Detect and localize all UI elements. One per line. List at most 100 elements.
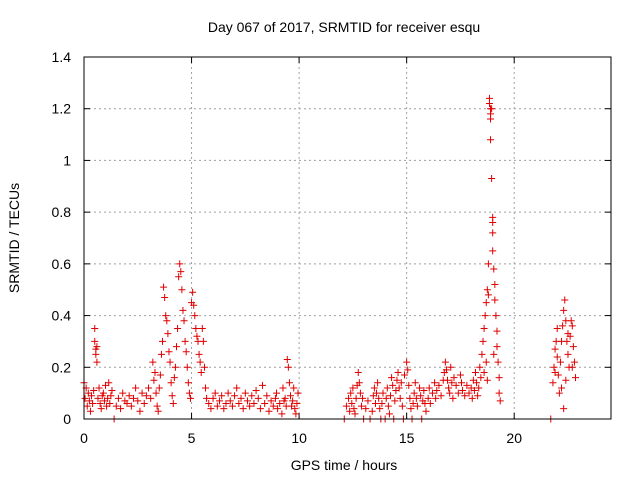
- data-point: [559, 322, 567, 330]
- y-tick-label: 0: [63, 411, 71, 427]
- data-point: [293, 399, 301, 407]
- data-point: [91, 337, 99, 345]
- x-tick-label: 15: [399, 430, 415, 446]
- data-point: [378, 399, 386, 407]
- data-point: [562, 376, 570, 384]
- data-point: [352, 394, 360, 402]
- data-point: [83, 402, 91, 410]
- data-point: [435, 381, 443, 389]
- data-point: [489, 218, 497, 226]
- data-point: [442, 366, 450, 374]
- data-point: [397, 379, 405, 387]
- data-point: [284, 363, 292, 371]
- data-point: [241, 389, 249, 397]
- data-point: [406, 394, 414, 402]
- data-point: [166, 358, 174, 366]
- data-point: [198, 325, 206, 332]
- data-point: [409, 399, 417, 407]
- data-point: [200, 363, 208, 371]
- data-point: [283, 356, 291, 364]
- data-point: [211, 389, 219, 397]
- data-point: [347, 389, 355, 397]
- data-point: [263, 392, 271, 400]
- data-point: [291, 405, 299, 413]
- data-point: [422, 407, 430, 415]
- data-point: [213, 402, 221, 410]
- data-point: [205, 399, 213, 407]
- x-axis-label: GPS time / hours: [291, 457, 398, 473]
- data-point: [489, 229, 497, 237]
- data-point: [342, 402, 350, 410]
- data-point: [155, 384, 163, 392]
- data-point: [407, 405, 415, 413]
- data-point: [403, 358, 411, 366]
- data-point: [383, 384, 391, 392]
- data-point: [384, 402, 392, 410]
- data-point: [152, 389, 160, 397]
- data-point: [107, 392, 115, 400]
- data-point: [447, 363, 455, 371]
- data-point: [387, 392, 395, 400]
- data-point: [178, 286, 186, 294]
- data-point: [564, 350, 572, 358]
- data-point: [572, 374, 580, 382]
- data-point: [190, 301, 198, 309]
- data-point: [168, 392, 176, 400]
- data-point: [285, 379, 293, 387]
- data-point: [127, 402, 135, 410]
- data-point: [161, 293, 169, 301]
- y-tick-label: 1.2: [52, 101, 72, 117]
- data-point: [388, 374, 396, 382]
- data-point: [165, 348, 173, 356]
- data-point: [93, 358, 101, 366]
- data-point: [191, 312, 199, 320]
- y-axis-label: SRMTID / TECUs: [6, 183, 22, 293]
- data-point: [461, 392, 469, 400]
- data-point: [488, 175, 496, 183]
- data-point: [484, 291, 492, 299]
- data-point: [86, 407, 94, 415]
- data-point: [192, 325, 200, 332]
- data-point: [374, 379, 382, 387]
- data-point: [233, 384, 241, 392]
- data-point: [292, 410, 300, 418]
- data-point: [490, 265, 498, 273]
- data-point: [376, 405, 384, 413]
- data-point: [396, 394, 404, 402]
- data-point: [183, 363, 191, 371]
- data-point: [496, 397, 504, 405]
- data-point: [202, 384, 210, 392]
- data-point: [444, 376, 452, 384]
- data-point: [362, 405, 370, 413]
- data-point: [209, 394, 217, 402]
- data-point: [470, 387, 478, 395]
- data-point: [88, 392, 96, 400]
- data-point: [373, 389, 381, 397]
- data-point: [433, 387, 441, 395]
- data-point: [471, 368, 479, 376]
- data-point: [382, 394, 390, 402]
- data-point: [274, 405, 282, 413]
- data-point: [153, 402, 161, 410]
- data-point: [176, 260, 184, 268]
- data-point: [169, 399, 177, 407]
- data-point: [226, 397, 234, 405]
- data-point: [269, 402, 277, 410]
- data-point: [495, 389, 503, 397]
- data-point: [278, 410, 286, 418]
- data-point: [142, 392, 150, 400]
- data-point: [493, 327, 501, 335]
- data-point: [385, 410, 393, 418]
- data-point: [224, 389, 232, 397]
- data-point: [123, 399, 131, 407]
- data-point: [488, 105, 496, 113]
- data-point: [493, 343, 501, 351]
- data-point: [286, 392, 294, 400]
- data-point: [237, 394, 245, 402]
- data-point: [356, 389, 364, 397]
- data-point: [112, 402, 120, 410]
- data-point: [485, 100, 493, 108]
- data-point: [448, 379, 456, 387]
- data-point: [354, 368, 362, 376]
